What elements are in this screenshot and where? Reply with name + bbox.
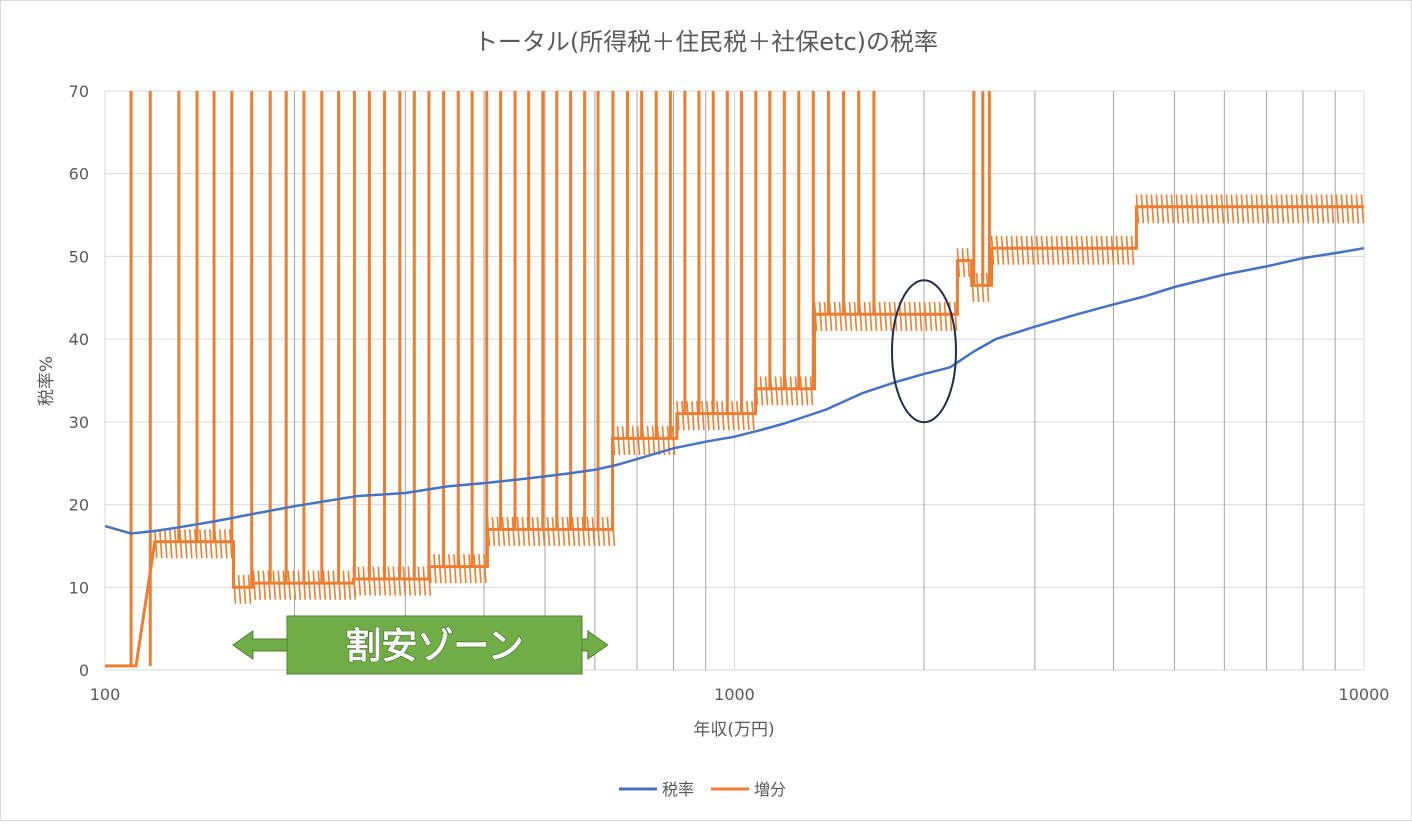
increment-plateau-noise	[486, 516, 616, 546]
increment-plateau-noise	[1135, 194, 1365, 224]
increment-plateau-noise	[676, 401, 755, 431]
increment-plateau-noise	[611, 425, 676, 455]
zone-label-box	[286, 615, 583, 675]
y-tick-label: 10	[69, 578, 89, 597]
increment-plateau-noise	[352, 566, 432, 596]
series-taxrate-line	[104, 246, 1365, 535]
zone-label-text: 割安ゾーン	[345, 626, 523, 667]
y-tick-label: 60	[69, 165, 89, 184]
x-tick-label: 10000	[1339, 685, 1390, 704]
chart-title: トータル(所得税＋住民税＋社保etc)の税率	[474, 28, 938, 56]
increment-plateau-noise	[252, 570, 357, 600]
increment-plateau-noise	[232, 574, 252, 604]
y-tick-label: 20	[69, 496, 89, 515]
taxrate-line	[104, 246, 1365, 535]
x-tick-labels: 100 1000 10000	[90, 685, 1390, 704]
bargain-zone-annotation: 割安ゾーン	[232, 615, 609, 675]
increment-plateau-noise	[970, 272, 990, 302]
legend: 税率 増分	[619, 780, 786, 799]
series-increment-line	[105, 91, 1365, 668]
increment-plateau-noise	[990, 235, 1135, 265]
y-tick-label: 0	[79, 661, 89, 680]
increment-plateau-noise	[956, 248, 971, 278]
increment-plateau-noise	[154, 529, 233, 559]
x-tick-label: 100	[90, 685, 121, 704]
y-tick-label: 40	[69, 330, 89, 349]
y-tick-label: 30	[69, 413, 89, 432]
x-axis-title: 年収(万円)	[693, 720, 774, 740]
y-tick-labels: 0 10 20 30 40 50 60 70	[69, 82, 89, 680]
legend-label-taxrate: 税率	[662, 780, 694, 799]
y-tick-label: 70	[69, 82, 89, 101]
highlight-ellipse	[890, 279, 957, 424]
y-tick-label: 50	[69, 247, 89, 266]
y-axis-title: 税率%	[37, 356, 57, 406]
increment-plateau-noise	[754, 376, 814, 406]
x-tick-label: 1000	[714, 685, 755, 704]
grid-lines	[104, 90, 1365, 671]
legend-label-increment: 増分	[754, 780, 786, 799]
